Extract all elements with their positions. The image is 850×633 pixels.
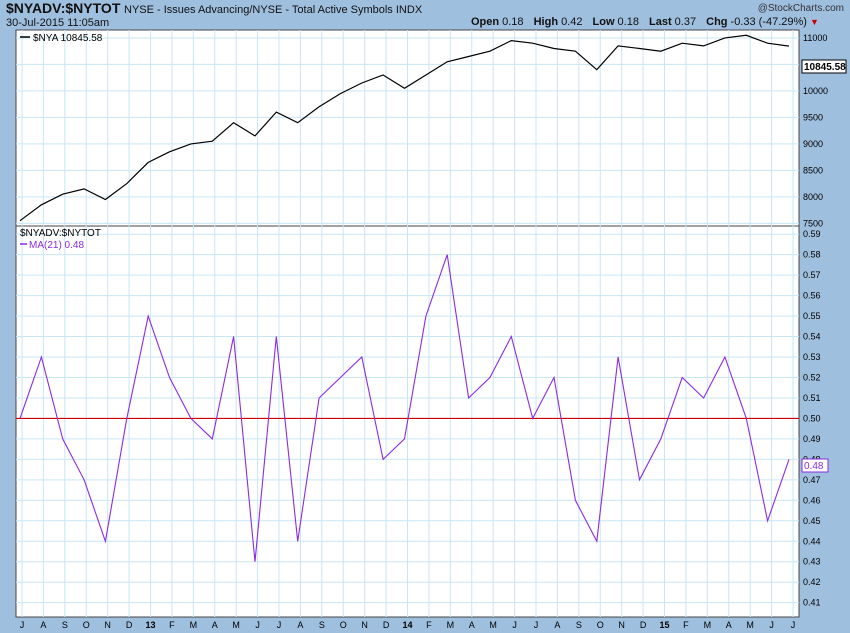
x-tick-label: S bbox=[319, 620, 325, 630]
y-tick-label: 0.44 bbox=[803, 536, 821, 546]
x-tick-label: S bbox=[62, 620, 68, 630]
y-tick-label: 9500 bbox=[803, 112, 823, 122]
x-tick-label: F bbox=[426, 620, 432, 630]
chart-description: NYSE - Issues Advancing/NYSE - Total Act… bbox=[124, 4, 422, 16]
low-value: 0.18 bbox=[617, 16, 639, 28]
y-tick-label: 0.43 bbox=[803, 557, 821, 567]
ma-last-value-flag bbox=[801, 458, 829, 473]
high-label: High bbox=[533, 16, 559, 28]
x-tick-label: O bbox=[340, 620, 347, 630]
x-tick-label: J bbox=[791, 620, 796, 630]
x-tick-label: O bbox=[83, 620, 90, 630]
x-tick-label: F bbox=[683, 620, 689, 630]
low-label: Low bbox=[592, 16, 615, 28]
top-gridlines bbox=[16, 30, 799, 226]
x-tick-label: 13 bbox=[145, 620, 155, 630]
x-tick-label: M bbox=[232, 620, 240, 630]
y-tick-label: 0.55 bbox=[803, 311, 821, 321]
chg-label: Chg bbox=[706, 16, 728, 28]
x-tick-label: D bbox=[126, 620, 133, 630]
open-label: Open bbox=[471, 16, 500, 28]
x-tick-labels: J A S O N D 13 F M A M J J A S O N D 14 F M A M J J A S O N D 15 F M A M J J bbox=[20, 620, 796, 630]
x-tick-label: 14 bbox=[402, 620, 412, 630]
series-description: NYSE - Issues Advancing/NYSE - Total Act… bbox=[124, 4, 393, 16]
bottom-y-tick-labels: 0.41 0.42 0.43 0.44 0.45 0.46 0.47 0.48 0.49 0.50… bbox=[803, 229, 821, 607]
y-tick-label: 0.46 bbox=[803, 495, 821, 505]
chart-ticker: $NYADV:$NYTOT bbox=[6, 0, 121, 16]
nya-series-line bbox=[19, 34, 790, 222]
y-tick-label: 8000 bbox=[803, 192, 823, 202]
y-tick-label: 0.52 bbox=[803, 372, 821, 382]
exchange-label: INDX bbox=[395, 4, 423, 16]
high-value: 0.42 bbox=[561, 16, 583, 28]
x-tick-label: D bbox=[640, 620, 647, 630]
y-tick-label: 11000 bbox=[803, 33, 827, 43]
ma-last-value: 0.48 bbox=[804, 461, 824, 472]
nya-legend-label: $NYA 10845.58 bbox=[33, 33, 103, 44]
x-tick-label: M bbox=[746, 620, 754, 630]
x-tick-label: J bbox=[277, 620, 282, 630]
y-tick-label: 8500 bbox=[803, 165, 823, 175]
y-tick-label: 0.59 bbox=[803, 229, 821, 239]
y-tick-label: 0.47 bbox=[803, 475, 821, 485]
x-tick-label: A bbox=[212, 620, 218, 630]
y-tick-label: 0.54 bbox=[803, 332, 821, 342]
x-tick-label: J bbox=[255, 620, 260, 630]
x-tick-label: M bbox=[190, 620, 198, 630]
x-tick-label: A bbox=[40, 620, 46, 630]
x-tick-label: J bbox=[769, 620, 774, 630]
y-tick-label: 0.50 bbox=[803, 413, 821, 423]
x-tick-label: A bbox=[726, 620, 732, 630]
open-value: 0.18 bbox=[502, 16, 524, 28]
x-tick-label: A bbox=[554, 620, 560, 630]
x-tick-label: N bbox=[104, 620, 111, 630]
x-tick-label: F bbox=[169, 620, 175, 630]
x-tick-label: A bbox=[297, 620, 303, 630]
x-tick-label: 15 bbox=[659, 620, 669, 630]
x-tick-label: J bbox=[534, 620, 539, 630]
x-tick-label: M bbox=[447, 620, 455, 630]
y-tick-label: 10000 bbox=[803, 86, 828, 96]
ratio-legend-label: $NYADV:$NYTOT bbox=[20, 228, 101, 239]
x-tick-label: J bbox=[20, 620, 25, 630]
chart-date: 30-Jul-2015 11:05am bbox=[6, 17, 110, 29]
last-value: 0.37 bbox=[674, 16, 697, 28]
y-tick-label: 0.51 bbox=[803, 393, 821, 403]
ma21-series-line bbox=[19, 254, 790, 562]
brand-watermark[interactable]: @StockCharts.com bbox=[757, 3, 844, 14]
last-label: Last bbox=[649, 16, 672, 28]
y-tick-label: 0.45 bbox=[803, 516, 821, 526]
y-tick-label: 0.41 bbox=[803, 598, 821, 608]
x-tick-label: D bbox=[383, 620, 390, 630]
x-tick-label: O bbox=[597, 620, 604, 630]
quote-summary: Open 0.18 High 0.42 Low 0.18 Last 0.37 Chg -0… bbox=[471, 16, 819, 28]
x-tick-label: M bbox=[704, 620, 712, 630]
x-tick-label: N bbox=[361, 620, 368, 630]
y-tick-label: 7500 bbox=[803, 218, 823, 228]
x-tick-label: M bbox=[489, 620, 497, 630]
x-tick-label: A bbox=[469, 620, 475, 630]
y-tick-label: 0.58 bbox=[803, 250, 821, 260]
y-tick-label: 0.53 bbox=[803, 352, 821, 362]
nya-last-value-flag bbox=[801, 59, 847, 74]
x-tick-label: J bbox=[512, 620, 517, 630]
y-tick-label: 0.56 bbox=[803, 291, 821, 301]
y-tick-label: 0.57 bbox=[803, 270, 821, 280]
y-tick-label: 9000 bbox=[803, 139, 823, 149]
ma-legend-label: MA(21) 0.48 bbox=[29, 240, 84, 251]
chg-value: -0.33 (-47.29%) bbox=[730, 16, 807, 28]
nya-last-value: 10845.58 bbox=[804, 62, 846, 73]
down-arrow-icon: ▼ bbox=[810, 17, 819, 27]
bottom-gridlines bbox=[16, 226, 799, 617]
x-tick-label: N bbox=[618, 620, 625, 630]
x-tick-label: S bbox=[576, 620, 582, 630]
y-tick-label: 0.42 bbox=[803, 577, 821, 587]
y-tick-label: 0.49 bbox=[803, 434, 821, 444]
